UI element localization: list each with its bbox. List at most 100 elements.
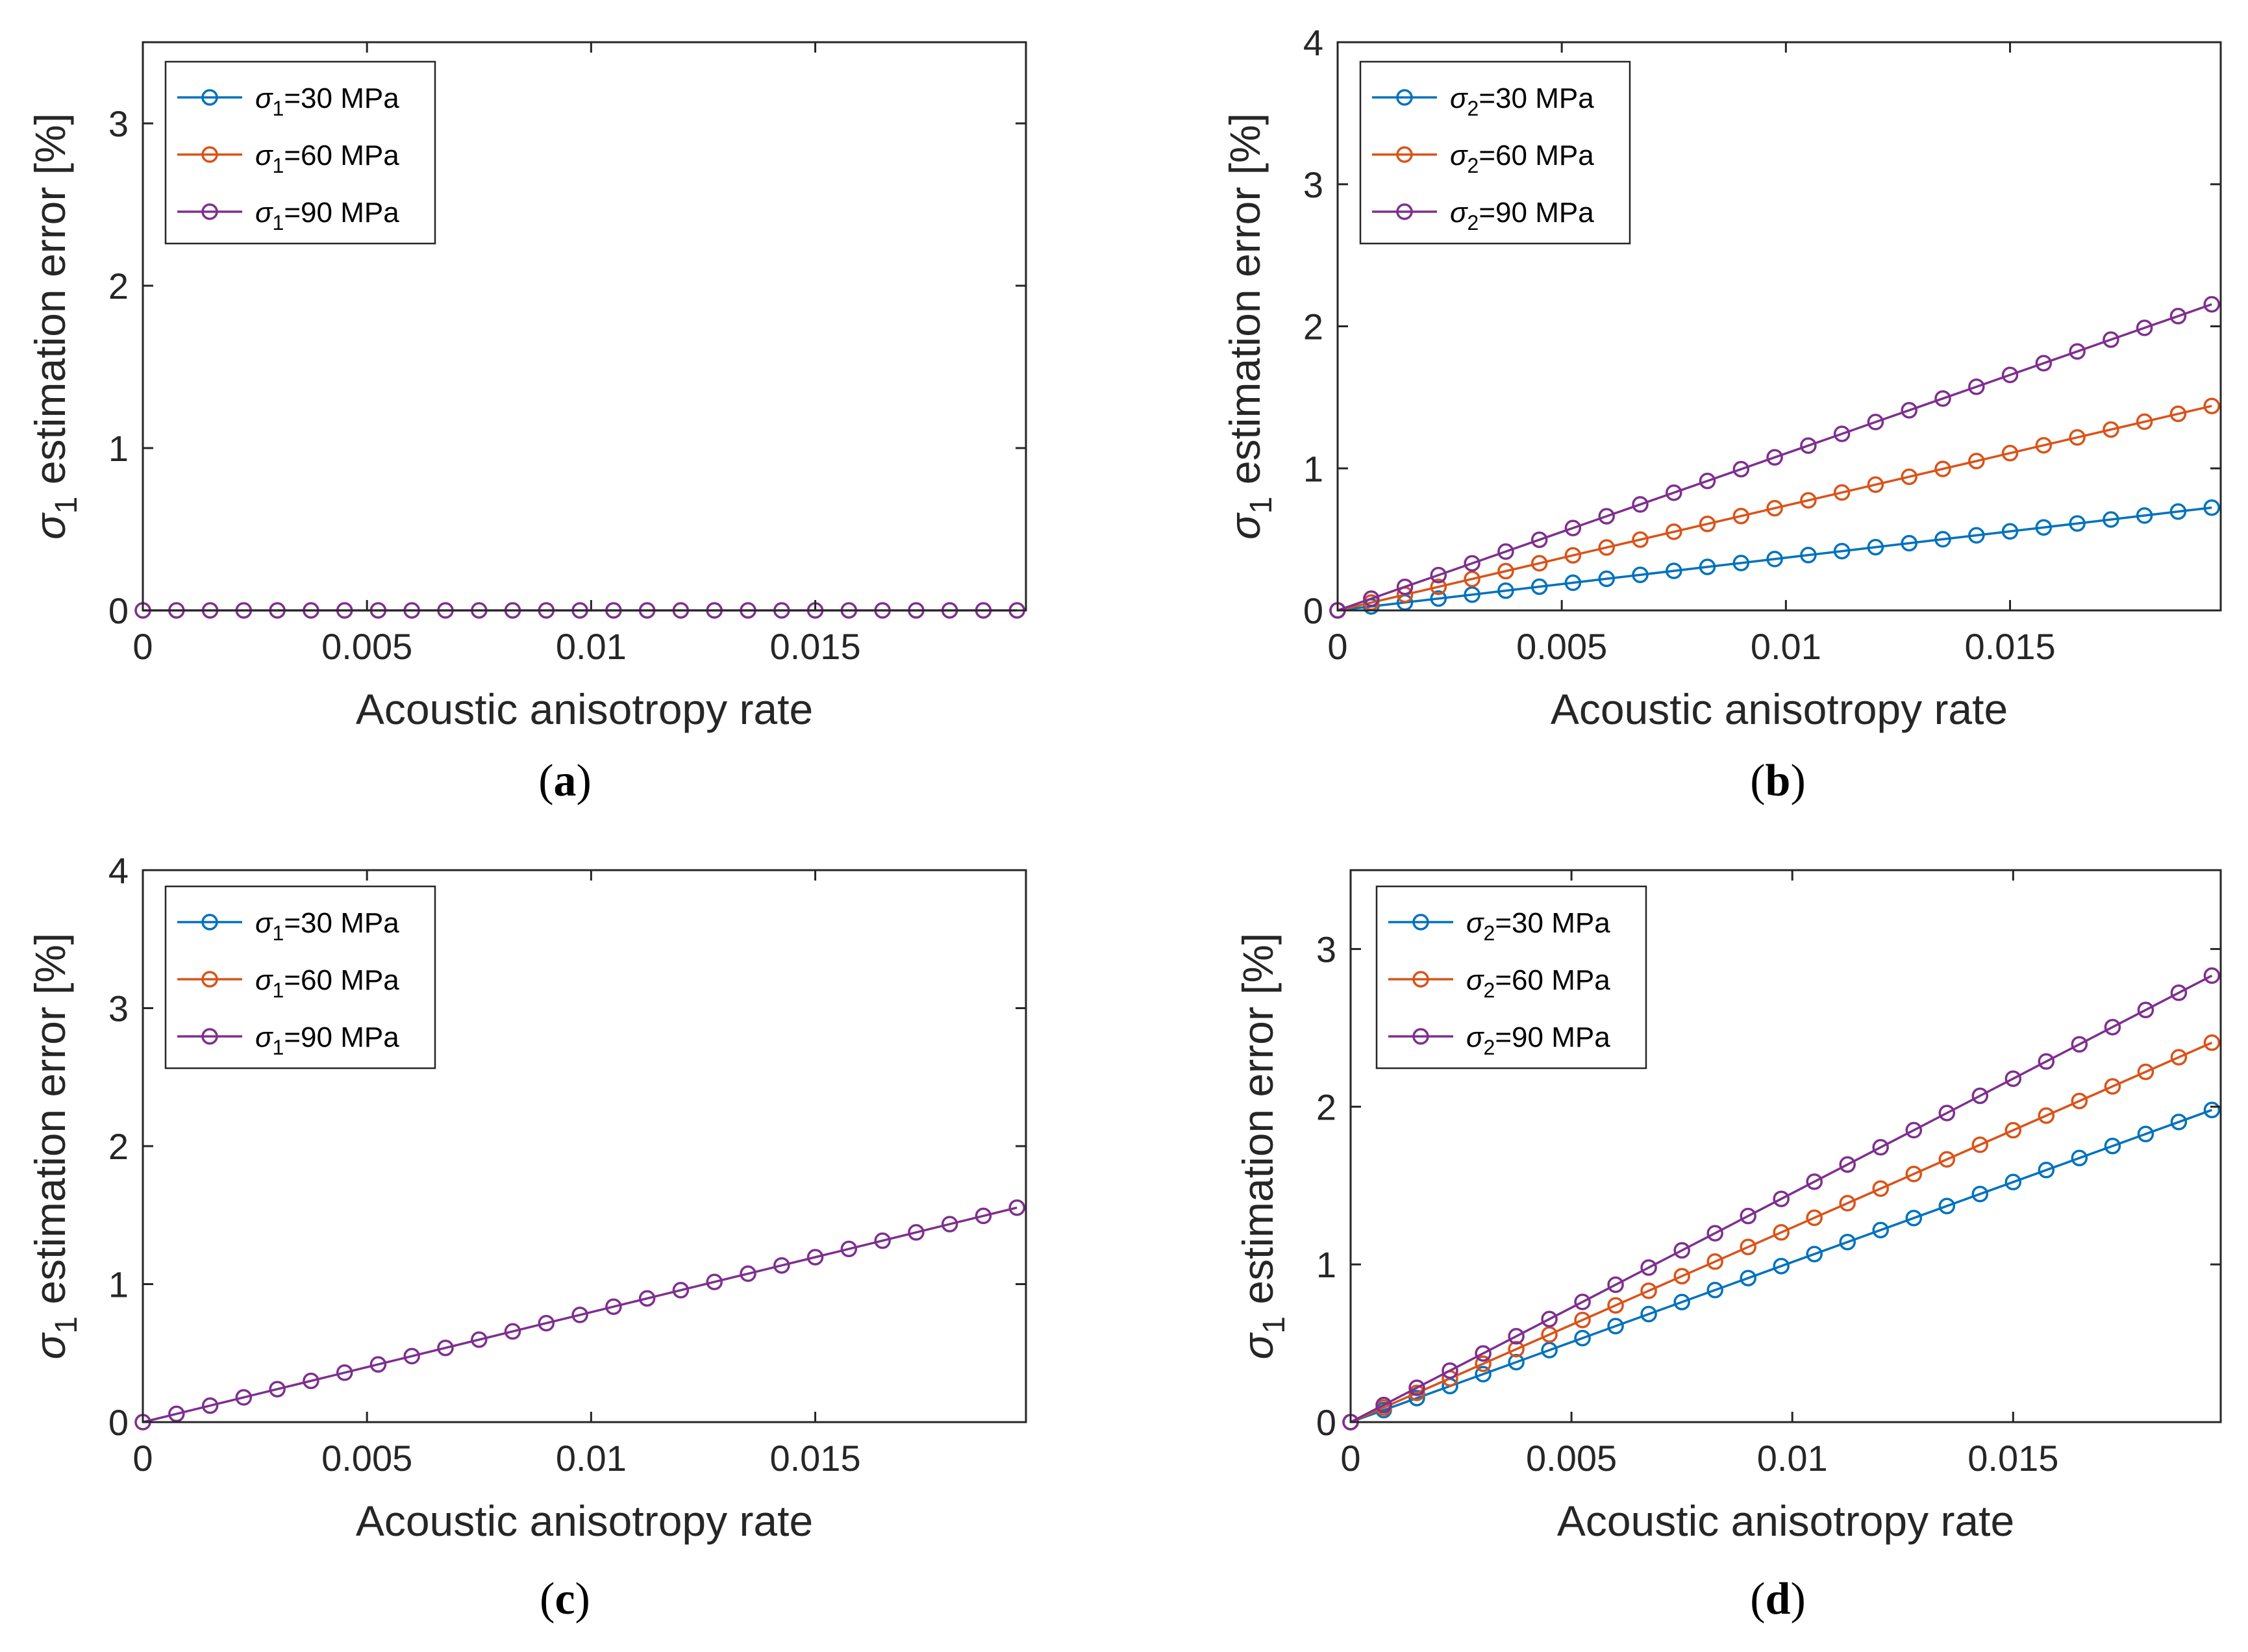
series-line — [1337, 405, 2212, 612]
data-point — [740, 1265, 756, 1283]
data-point — [1872, 1180, 1889, 1197]
data-point — [1475, 1355, 1492, 1372]
data-point — [1396, 578, 1414, 595]
data-point — [2001, 366, 2019, 384]
data-point — [1901, 534, 1917, 552]
data-point — [1867, 414, 1884, 431]
data-point — [1508, 1328, 1525, 1345]
y-tick-label: 3 — [108, 103, 129, 144]
legend-label: σ1=90 MPa — [255, 1021, 399, 1059]
data-point — [2203, 295, 2220, 313]
data-point — [706, 1273, 723, 1290]
data-point — [1497, 582, 1514, 599]
x-tick-label: 0 — [132, 626, 153, 667]
data-point — [1699, 516, 1716, 532]
series-line — [1350, 1108, 2212, 1423]
x-tick-label: 0.015 — [1964, 626, 2055, 667]
data-point — [1934, 390, 1951, 407]
data-point — [1598, 570, 1615, 588]
data-point — [2071, 1036, 2088, 1053]
chart-panel-d: 0 0.005 0.01 0.015 0 1 2 3 Acoustic anisotropy r… — [1234, 869, 2222, 1545]
series-1 — [1342, 1101, 2221, 1431]
series-2 — [1329, 397, 2220, 619]
data-point — [2103, 421, 2119, 438]
panel-label-a: (a) — [538, 756, 592, 806]
data-point — [1640, 1259, 1657, 1276]
data-point — [1541, 1342, 1558, 1358]
legend-entry-1: σ1=30 MPa — [177, 82, 399, 120]
data-point — [1632, 531, 1649, 548]
data-point — [2203, 1101, 2221, 1119]
data-point — [168, 1405, 185, 1423]
data-point — [1905, 1121, 1923, 1139]
series-line — [1350, 974, 2213, 1423]
legend-marker — [201, 914, 218, 931]
data-point — [2136, 319, 2153, 336]
legend-label: σ1=60 MPa — [255, 140, 399, 177]
data-point — [1833, 425, 1851, 442]
data-point — [1475, 1345, 1492, 1362]
data-point — [2203, 1034, 2221, 1051]
data-point — [874, 1232, 891, 1249]
data-point — [1800, 437, 1817, 454]
data-point — [1632, 496, 1649, 513]
data-point — [1872, 1139, 1889, 1156]
data-point — [1938, 1105, 1956, 1121]
series-line — [1350, 1041, 2213, 1423]
data-point — [403, 1347, 420, 1365]
data-point — [2170, 1049, 2188, 1066]
data-point — [1464, 586, 1480, 603]
data-point — [1938, 1197, 1956, 1214]
data-point — [975, 1207, 992, 1225]
data-point — [1833, 542, 1851, 560]
x-tick-label: 0.01 — [556, 626, 627, 667]
legend-label: σ1=30 MPa — [255, 907, 399, 945]
legend-box — [164, 60, 436, 245]
data-point — [1430, 566, 1447, 584]
y-tick-label: 2 — [108, 1126, 129, 1167]
data-point — [1564, 547, 1582, 564]
data-point — [1740, 1207, 1756, 1225]
data-point — [2069, 429, 2086, 446]
data-point — [2136, 413, 2153, 431]
data-point — [2103, 511, 2119, 528]
data-point — [1699, 472, 1716, 490]
x-axis-label: Acoustic anisotropy rate — [1551, 685, 2008, 733]
legend-box — [1375, 885, 1647, 1070]
data-point — [2203, 499, 2220, 516]
data-point — [2169, 308, 2187, 325]
y-tick-label: 4 — [108, 850, 129, 891]
data-point — [269, 1381, 286, 1397]
chart-panel-b: 0 0.005 0.01 0.015 0 1 2 3 4 Acoustic anisotropy … — [1221, 22, 2222, 733]
data-point — [1497, 543, 1514, 560]
y-axis-label: σ1 estimation error [%] — [1234, 932, 1292, 1359]
x-axis-label: Acoustic anisotropy rate — [1557, 1497, 2014, 1545]
data-point — [1971, 1185, 1989, 1203]
data-point — [369, 1356, 387, 1373]
data-point — [1508, 1340, 1525, 1358]
legend-entry-3: σ1=90 MPa — [177, 1021, 399, 1059]
data-point — [2069, 515, 2086, 532]
data-point — [336, 1364, 353, 1381]
series-3 — [1342, 967, 2221, 1431]
x-tick-label: 0.015 — [769, 626, 860, 667]
data-point — [941, 1216, 958, 1233]
series-line — [1337, 506, 2212, 612]
data-point — [2104, 1138, 2121, 1155]
data-point — [1408, 1384, 1425, 1401]
data-point — [2038, 1162, 2055, 1179]
data-point — [1839, 1233, 1856, 1251]
data-point — [1800, 547, 1817, 564]
series-1 — [1329, 499, 2220, 619]
data-point — [1607, 1297, 1624, 1314]
data-point — [2004, 1173, 2022, 1191]
data-point — [1732, 555, 1750, 571]
data-point — [1867, 476, 1884, 494]
axes-box — [1349, 869, 2222, 1423]
data-point — [2038, 1053, 2055, 1070]
data-point — [1839, 1195, 1856, 1212]
data-point — [1541, 1310, 1558, 1328]
data-point — [1408, 1390, 1425, 1407]
data-point — [1706, 1253, 1723, 1270]
data-point — [2203, 967, 2221, 984]
